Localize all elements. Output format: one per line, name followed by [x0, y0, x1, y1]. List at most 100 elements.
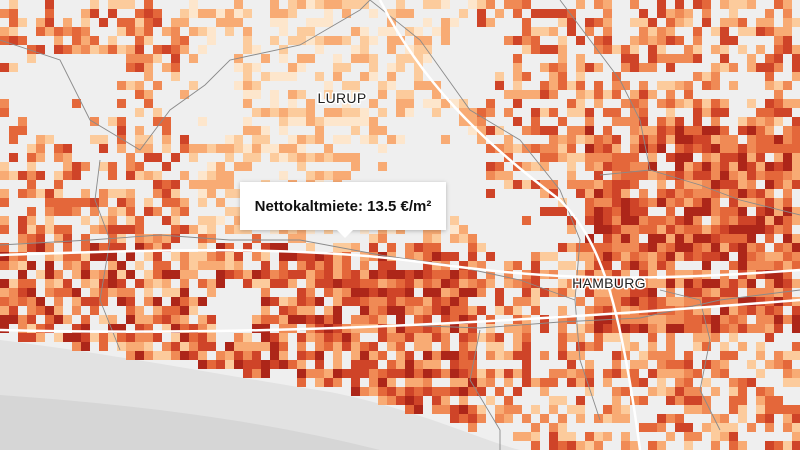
- rent-cell[interactable]: [594, 324, 603, 333]
- rent-cell[interactable]: [729, 441, 738, 450]
- rent-cell[interactable]: [369, 360, 378, 369]
- rent-cell[interactable]: [666, 432, 675, 441]
- rent-cell[interactable]: [468, 279, 477, 288]
- rent-cell[interactable]: [459, 225, 468, 234]
- rent-cell[interactable]: [9, 36, 18, 45]
- rent-cell[interactable]: [639, 225, 648, 234]
- rent-cell[interactable]: [621, 315, 630, 324]
- rent-cell[interactable]: [522, 351, 531, 360]
- rent-cell[interactable]: [9, 252, 18, 261]
- rent-cell[interactable]: [459, 315, 468, 324]
- rent-cell[interactable]: [468, 117, 477, 126]
- rent-cell[interactable]: [117, 288, 126, 297]
- rent-cell[interactable]: [450, 315, 459, 324]
- rent-cell[interactable]: [612, 225, 621, 234]
- rent-cell[interactable]: [117, 189, 126, 198]
- rent-cell[interactable]: [198, 45, 207, 54]
- rent-cell[interactable]: [117, 45, 126, 54]
- rent-cell[interactable]: [369, 234, 378, 243]
- rent-cell[interactable]: [45, 27, 54, 36]
- rent-cell[interactable]: [738, 279, 747, 288]
- rent-cell[interactable]: [792, 252, 800, 261]
- rent-cell[interactable]: [432, 351, 441, 360]
- rent-cell[interactable]: [405, 279, 414, 288]
- rent-cell[interactable]: [486, 279, 495, 288]
- rent-cell[interactable]: [423, 351, 432, 360]
- rent-cell[interactable]: [711, 180, 720, 189]
- rent-cell[interactable]: [414, 63, 423, 72]
- rent-cell[interactable]: [783, 369, 792, 378]
- rent-cell[interactable]: [153, 270, 162, 279]
- rent-cell[interactable]: [531, 9, 540, 18]
- rent-cell[interactable]: [27, 288, 36, 297]
- rent-cell[interactable]: [216, 171, 225, 180]
- rent-cell[interactable]: [567, 441, 576, 450]
- rent-cell[interactable]: [756, 324, 765, 333]
- rent-cell[interactable]: [306, 270, 315, 279]
- rent-cell[interactable]: [252, 369, 261, 378]
- rent-cell[interactable]: [504, 405, 513, 414]
- rent-cell[interactable]: [468, 0, 477, 9]
- rent-cell[interactable]: [774, 360, 783, 369]
- rent-cell[interactable]: [117, 18, 126, 27]
- rent-cell[interactable]: [639, 171, 648, 180]
- rent-cell[interactable]: [612, 279, 621, 288]
- rent-cell[interactable]: [18, 36, 27, 45]
- rent-cell[interactable]: [243, 72, 252, 81]
- rent-cell[interactable]: [549, 135, 558, 144]
- rent-cell[interactable]: [423, 261, 432, 270]
- rent-cell[interactable]: [675, 279, 684, 288]
- rent-cell[interactable]: [279, 333, 288, 342]
- rent-cell[interactable]: [477, 405, 486, 414]
- rent-cell[interactable]: [765, 135, 774, 144]
- rent-cell[interactable]: [441, 99, 450, 108]
- rent-cell[interactable]: [540, 351, 549, 360]
- rent-cell[interactable]: [315, 252, 324, 261]
- rent-cell[interactable]: [738, 234, 747, 243]
- rent-cell[interactable]: [351, 126, 360, 135]
- rent-cell[interactable]: [72, 261, 81, 270]
- rent-cell[interactable]: [441, 324, 450, 333]
- rent-cell[interactable]: [396, 342, 405, 351]
- rent-cell[interactable]: [423, 387, 432, 396]
- rent-cell[interactable]: [288, 144, 297, 153]
- rent-cell[interactable]: [441, 18, 450, 27]
- rent-cell[interactable]: [351, 27, 360, 36]
- rent-cell[interactable]: [45, 189, 54, 198]
- rent-cell[interactable]: [180, 261, 189, 270]
- rent-cell[interactable]: [486, 108, 495, 117]
- rent-cell[interactable]: [702, 171, 711, 180]
- rent-cell[interactable]: [657, 9, 666, 18]
- rent-cell[interactable]: [684, 297, 693, 306]
- rent-cell[interactable]: [198, 351, 207, 360]
- rent-cell[interactable]: [657, 252, 666, 261]
- rent-cell[interactable]: [459, 99, 468, 108]
- rent-cell[interactable]: [648, 135, 657, 144]
- rent-cell[interactable]: [756, 198, 765, 207]
- rent-cell[interactable]: [144, 36, 153, 45]
- rent-cell[interactable]: [369, 279, 378, 288]
- rent-cell[interactable]: [171, 63, 180, 72]
- rent-cell[interactable]: [567, 135, 576, 144]
- rent-cell[interactable]: [135, 18, 144, 27]
- rent-cell[interactable]: [414, 396, 423, 405]
- rent-cell[interactable]: [765, 27, 774, 36]
- rent-cell[interactable]: [756, 225, 765, 234]
- rent-cell[interactable]: [558, 72, 567, 81]
- rent-cell[interactable]: [18, 225, 27, 234]
- rent-cell[interactable]: [729, 0, 738, 9]
- rent-cell[interactable]: [765, 72, 774, 81]
- rent-cell[interactable]: [324, 0, 333, 9]
- rent-cell[interactable]: [27, 306, 36, 315]
- rent-cell[interactable]: [162, 243, 171, 252]
- rent-cell[interactable]: [117, 81, 126, 90]
- rent-cell[interactable]: [540, 324, 549, 333]
- rent-cell[interactable]: [783, 288, 792, 297]
- rent-cell[interactable]: [621, 162, 630, 171]
- rent-cell[interactable]: [567, 126, 576, 135]
- rent-cell[interactable]: [522, 279, 531, 288]
- rent-cell[interactable]: [558, 81, 567, 90]
- rent-cell[interactable]: [621, 387, 630, 396]
- rent-cell[interactable]: [279, 171, 288, 180]
- rent-cell[interactable]: [738, 180, 747, 189]
